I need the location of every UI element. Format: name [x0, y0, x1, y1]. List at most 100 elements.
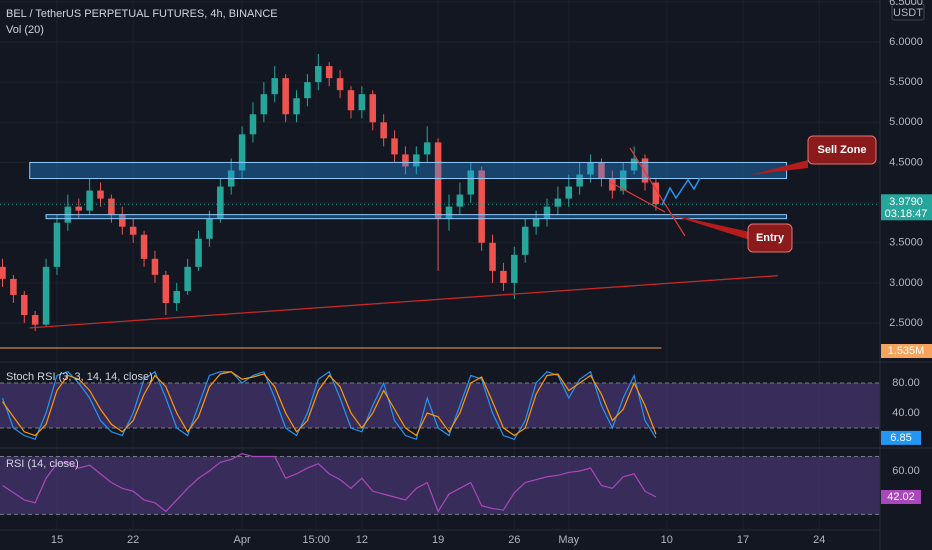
candle-body	[380, 122, 387, 139]
y-tick-label: 80.00	[892, 377, 920, 389]
plot	[0, 54, 880, 515]
candle-body	[21, 294, 28, 316]
candle-body	[434, 142, 442, 219]
candle-body	[10, 278, 17, 295]
last-value-box	[881, 489, 921, 504]
callout-pointer	[668, 214, 750, 240]
stoch-title: Stoch RSI (3, 3, 14, 14, close)	[6, 371, 153, 383]
candle-body	[42, 266, 50, 325]
candle-body	[609, 178, 616, 191]
candle-body	[598, 162, 605, 179]
candle-body	[304, 82, 311, 99]
candle-body	[315, 66, 322, 83]
candle-body	[500, 270, 507, 283]
y-tick-label: 2.5000	[889, 317, 923, 329]
x-tick-label: 26	[508, 534, 520, 546]
x-tick-label: 15	[51, 534, 63, 546]
candle-body	[402, 154, 409, 167]
candle-body	[652, 182, 660, 205]
last-value-label: 42.02	[887, 491, 915, 503]
x-tick-label: 22	[127, 534, 139, 546]
candle-body	[369, 94, 377, 123]
callout-box	[747, 223, 793, 253]
rsi-title: RSI (14, close)	[6, 458, 79, 470]
x-tick-label: 19	[432, 534, 444, 546]
candle-body	[336, 78, 344, 91]
candle-body	[641, 158, 649, 183]
candle-body	[0, 266, 6, 279]
candle-body	[478, 170, 485, 243]
last-price-box	[881, 194, 932, 221]
candle-body	[391, 138, 398, 155]
indicator-line	[2, 452, 657, 513]
candle-body	[565, 186, 573, 199]
candle-body	[173, 290, 181, 303]
candle-body	[97, 190, 104, 199]
y-tick-label: 5.5000	[889, 76, 923, 88]
candle-body	[238, 134, 246, 171]
candle-body	[413, 154, 420, 167]
currency: USDT	[893, 7, 923, 19]
x-tick-label: 10	[661, 534, 673, 546]
currency-badge[interactable]	[891, 3, 925, 21]
candle-body	[325, 66, 333, 79]
y-tick-label: 4.5000	[889, 156, 923, 168]
indicator-line	[2, 371, 657, 437]
candle-body	[282, 78, 289, 115]
symbol-title: BEL / TetherUS PERPETUAL FUTURES, 4h, BI…	[6, 8, 278, 20]
x-tick-label: Apr	[234, 534, 251, 546]
candle-body	[217, 186, 224, 219]
y-tick-label: 5.0000	[889, 116, 923, 128]
price-zone	[45, 214, 788, 220]
candle-body	[532, 218, 540, 227]
candle-body	[108, 198, 115, 215]
countdown: 03:18:47	[885, 208, 928, 220]
projection-path	[661, 177, 701, 206]
y-tick-label: 40.00	[892, 407, 920, 419]
candle-body	[195, 238, 202, 267]
trendline	[29, 275, 778, 329]
x-tick-label: 15:00	[302, 534, 330, 546]
candle-body	[456, 194, 464, 207]
candle-body	[543, 206, 551, 219]
candle-body	[119, 214, 126, 227]
channel-line	[629, 147, 686, 237]
candle-body	[619, 170, 627, 191]
last-value-box	[881, 430, 921, 445]
candle-body	[206, 218, 213, 239]
callout-box	[807, 135, 877, 165]
candle-body	[184, 266, 191, 291]
last-value-label: 6.85	[890, 432, 911, 444]
volume-label: 1.535M	[888, 345, 925, 357]
last-price-label: 3.9790	[889, 196, 923, 208]
band	[0, 456, 880, 515]
candle-body	[347, 90, 355, 111]
x-tick-label: 24	[813, 534, 825, 546]
y-tick-label: 60.00	[892, 465, 920, 477]
candle-body	[129, 226, 137, 235]
candle-body	[358, 94, 366, 111]
indicator-line	[1, 370, 657, 441]
candle-body	[31, 315, 39, 325]
candle-body	[140, 234, 148, 259]
candle-body	[554, 198, 562, 207]
candle-body	[587, 162, 594, 175]
callout-label: Sell Zone	[818, 144, 867, 156]
candle-body	[576, 174, 583, 187]
x-tick-label: May	[558, 534, 579, 546]
candle-body	[489, 242, 496, 271]
candle-body	[271, 78, 279, 95]
candle-body	[630, 158, 638, 171]
candle-body	[53, 222, 61, 267]
candle-body	[511, 254, 518, 283]
y-tick-label: 3.5000	[889, 237, 923, 249]
price-zone	[29, 161, 788, 180]
candle-body	[249, 114, 257, 135]
candle-body	[162, 274, 170, 303]
candle-body	[521, 226, 529, 255]
candle-body	[75, 206, 82, 211]
candle-body	[445, 206, 453, 219]
candle-body	[86, 190, 93, 211]
x-tick-label: 12	[356, 534, 368, 546]
